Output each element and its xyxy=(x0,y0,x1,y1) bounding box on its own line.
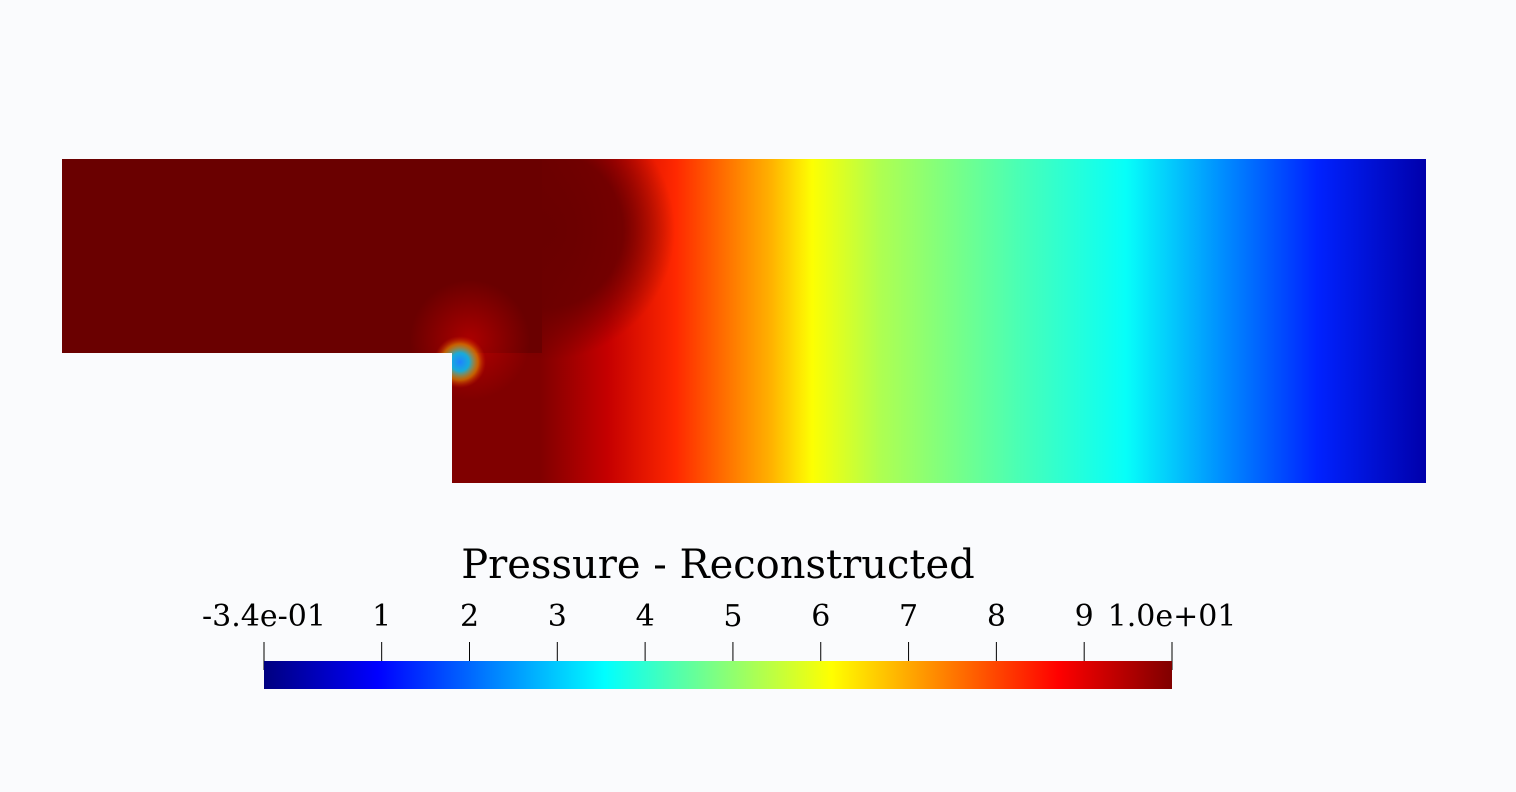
colorbar-ticks: -3.4e-01 1 2 3 4 5 6 7 8 9 1.0e+01 xyxy=(202,599,1236,670)
colorbar-tick-label: 5 xyxy=(723,599,742,634)
colorbar-tick-label: 8 xyxy=(987,599,1006,634)
colorbar-tick-label: 7 xyxy=(899,599,918,634)
colorbar-title: Pressure - Reconstructed xyxy=(461,542,975,588)
colorbar xyxy=(264,661,1172,689)
colorbar-tick-label: 3 xyxy=(548,599,567,634)
colorbar-tick-label: -3.4e-01 xyxy=(202,599,326,634)
colorbar-tick-label: 1 xyxy=(372,599,391,634)
colorbar-tick-label: 1.0e+01 xyxy=(1108,599,1237,634)
step-corner-low-pressure xyxy=(430,335,490,395)
colorbar-tick-label: 9 xyxy=(1075,599,1094,634)
pressure-field-domain xyxy=(62,159,1426,483)
colorbar-tick-label: 4 xyxy=(636,599,655,634)
colorbar-tick-label: 6 xyxy=(811,599,830,634)
colorbar-tick-label: 2 xyxy=(460,599,479,634)
